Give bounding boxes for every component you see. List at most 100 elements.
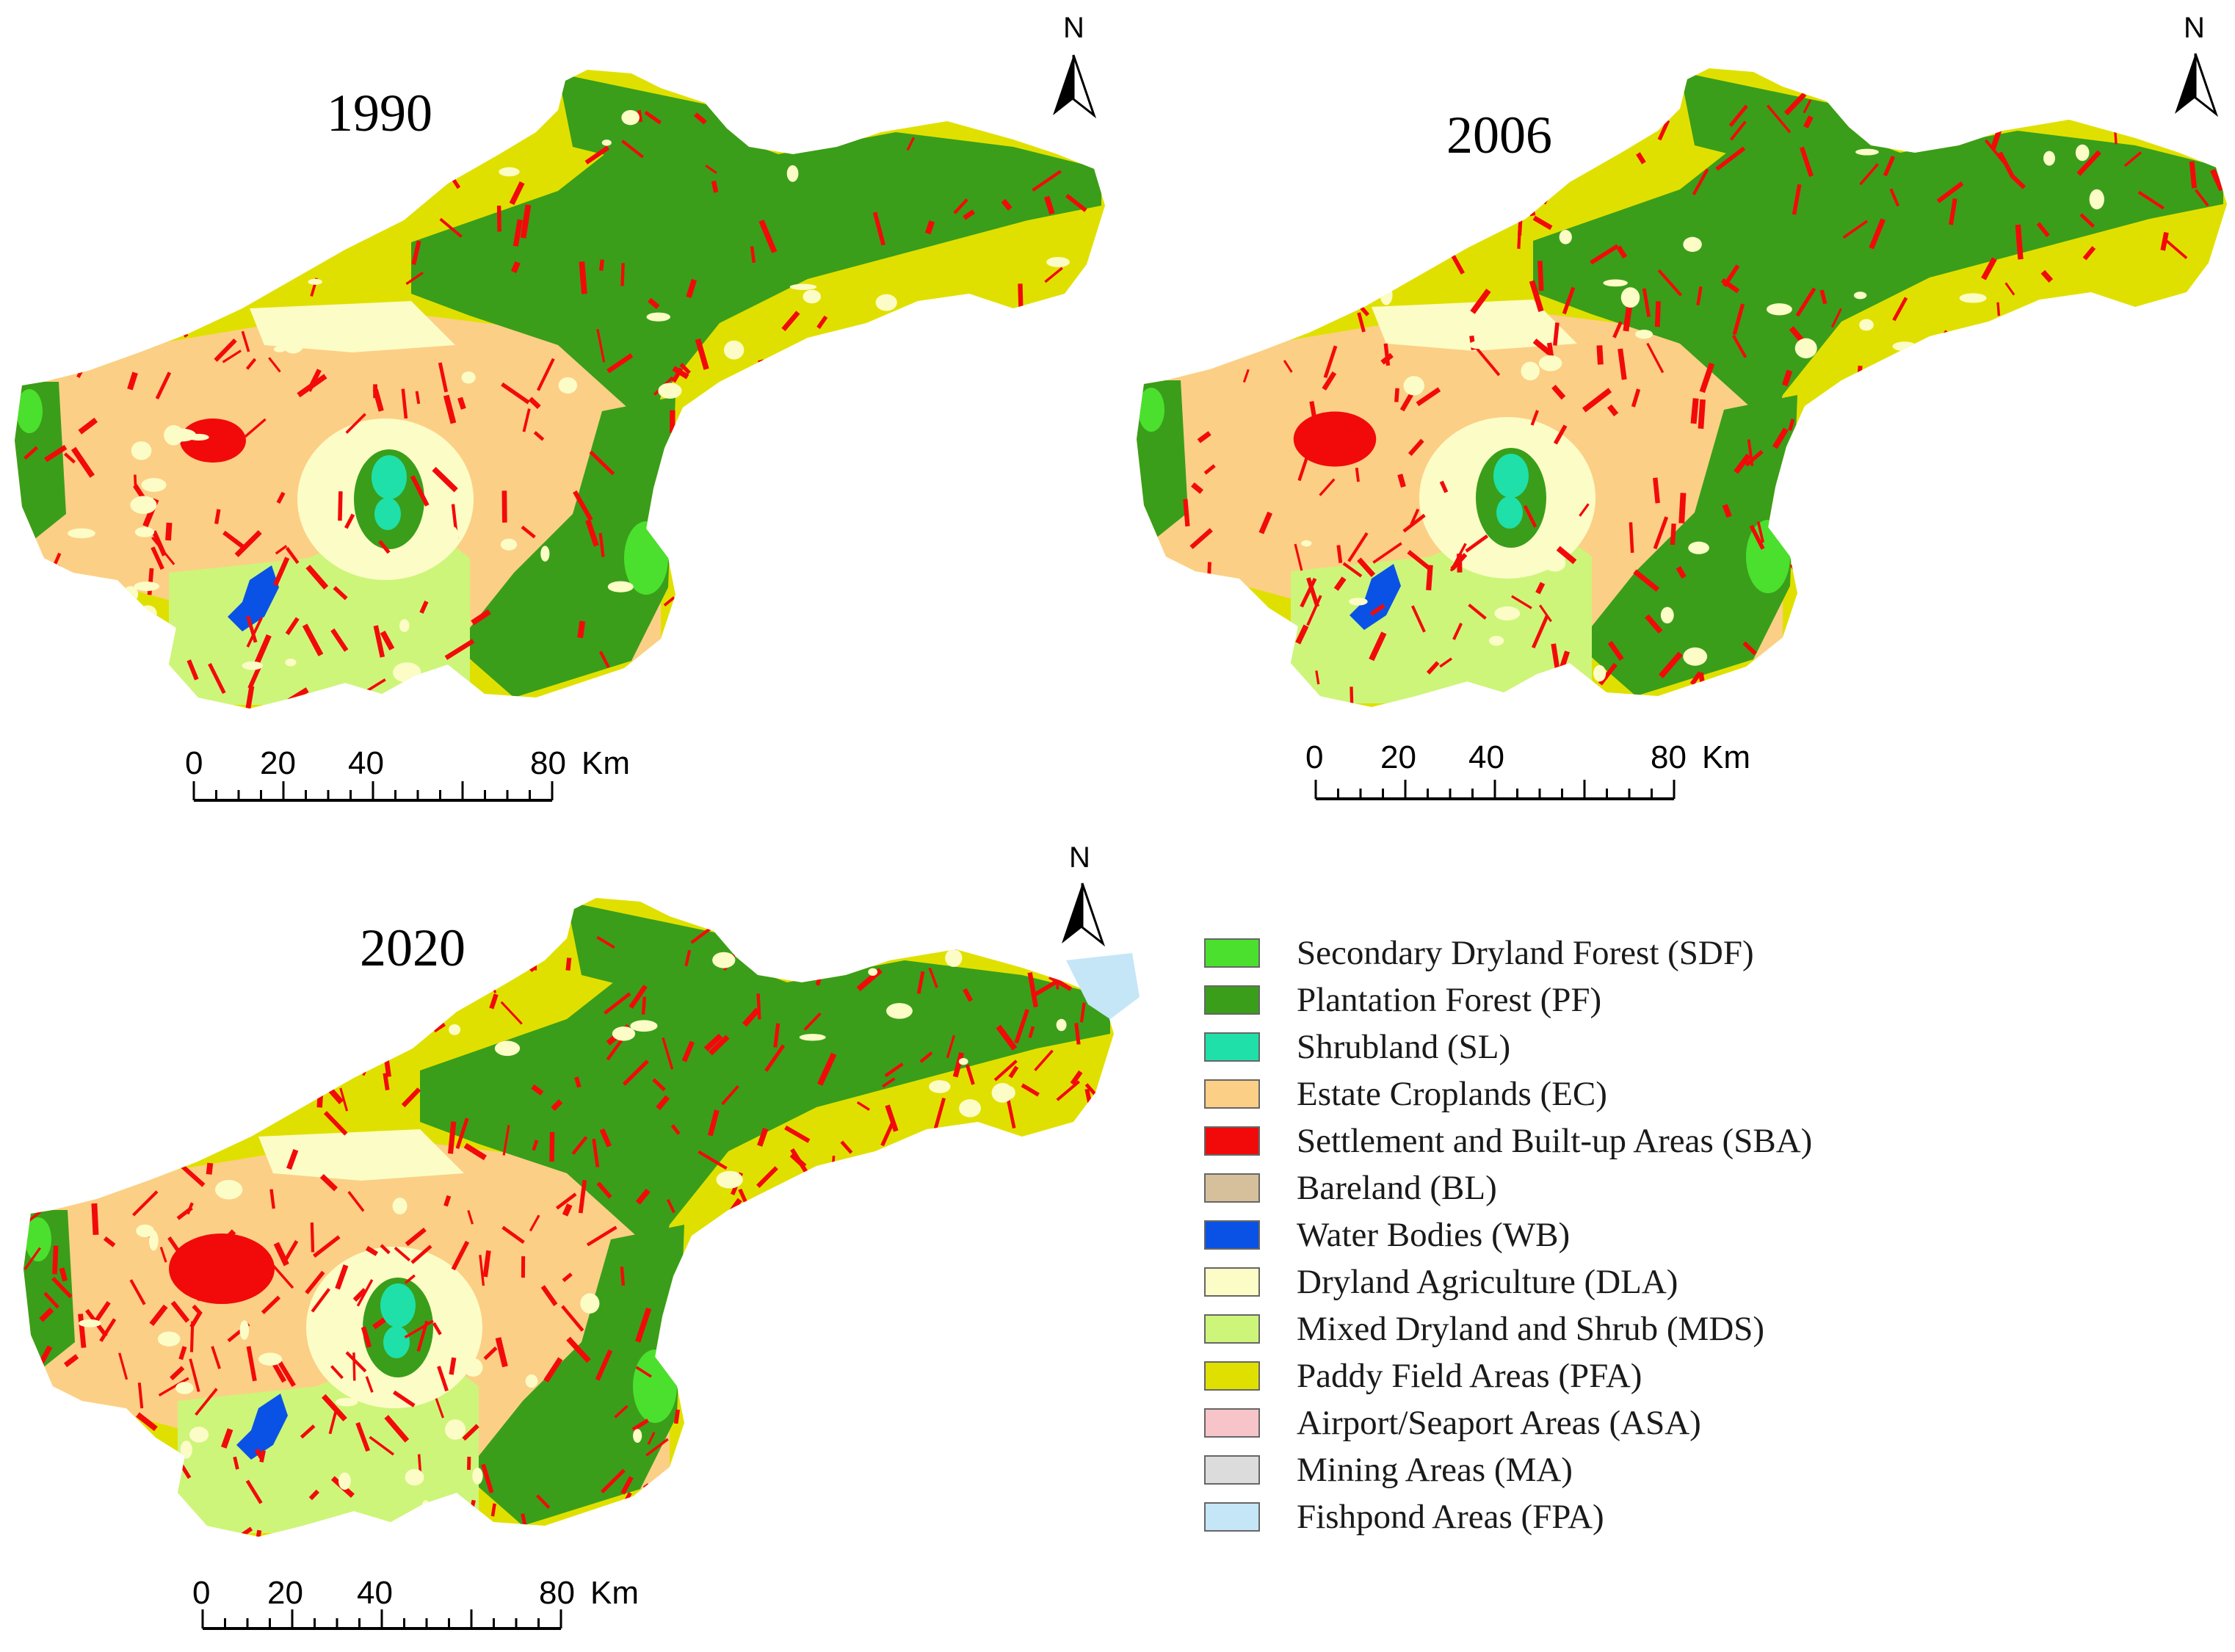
settlement-patch (2195, 189, 2209, 207)
settlement-patch (2169, 511, 2180, 531)
dryland-patch (1872, 526, 1884, 538)
settlement-patch (74, 1490, 88, 1524)
settlement-patch (520, 204, 532, 239)
settlement-patch (2143, 576, 2163, 605)
settlement-patch (1235, 207, 1247, 238)
settlement-patch (1008, 1065, 1019, 1079)
settlement-patch (742, 1007, 761, 1027)
settlement-patch (1612, 321, 1623, 338)
settlement-patch (372, 1317, 386, 1330)
settlement-patch (1892, 297, 1908, 322)
settlement-patch (129, 1279, 146, 1305)
settlement-patch (276, 491, 286, 504)
settlement-patch (457, 396, 466, 410)
scale-unit-label: Km (582, 745, 630, 781)
settlement-patch (2040, 678, 2055, 690)
settlement-patch (380, 630, 395, 651)
settlement-patch (586, 1225, 617, 1247)
legend-label: Shrubland (SL) (1297, 1028, 1511, 1066)
settlement-patch (23, 1247, 41, 1270)
settlement-patch (720, 1438, 733, 1462)
settlement-patch (244, 686, 255, 709)
settlement-patch (932, 1137, 952, 1153)
settlement-patch (1535, 582, 1546, 595)
legend-label: Bareland (BL) (1297, 1169, 1497, 1207)
settlement-patch (94, 608, 114, 623)
settlement-patch (2040, 269, 2054, 283)
settlement-patch (167, 1236, 189, 1264)
settlement-patch (101, 217, 116, 233)
settlement-patch (70, 1007, 79, 1030)
legend-item-bl: Bareland (BL) (1204, 1167, 1497, 1209)
settlement-patch (2163, 237, 2188, 259)
dryland-patch (612, 1026, 636, 1041)
settlement-patch (202, 148, 207, 170)
settlement-patch (443, 1195, 452, 1207)
settlement-patch (1232, 148, 1242, 170)
settlement-patch (533, 431, 545, 441)
settlement-patch (827, 410, 852, 437)
settlement-patch (2158, 660, 2165, 686)
settlement-patch (574, 1076, 582, 1088)
settlement-patch (44, 444, 68, 463)
settlement-patch (606, 353, 634, 374)
settlement-patch (1654, 301, 1662, 327)
settlement-patch (906, 137, 916, 151)
dryland-agriculture (1372, 300, 1577, 351)
settlement-patch (620, 1476, 634, 1495)
settlement-patch (859, 1176, 866, 1195)
settlement-patch (1777, 657, 1797, 680)
dryland-patch (285, 658, 297, 667)
settlement-patch (1786, 633, 1792, 648)
north-arrow-left-half (1062, 883, 1082, 943)
settlement-patch (952, 917, 983, 942)
settlement-patch (758, 359, 771, 391)
settlement-patch (1034, 1049, 1054, 1071)
settlement-patch (604, 1516, 624, 1537)
settlement-patch (500, 1001, 523, 1025)
dryland-patch (399, 619, 410, 632)
dryland-patch (1380, 284, 1393, 305)
north-arrow-right-half (2194, 53, 2219, 117)
settlement-patch (914, 1319, 933, 1335)
settlement-patch (495, 113, 505, 136)
settlement-patch (1073, 1408, 1087, 1429)
settlement-patch (496, 206, 501, 232)
settlement-patch (867, 1472, 875, 1491)
settlement-patch (1372, 542, 1402, 564)
settlement-patch (991, 1421, 1005, 1435)
settlement-patch (1778, 685, 1789, 699)
settlement-patch (910, 1200, 927, 1225)
settlement-patch (117, 1480, 126, 1492)
dryland-patch (1046, 120, 1075, 133)
dryland-patch (2018, 335, 2038, 344)
settlement-patch (115, 922, 121, 940)
settlement-patch (635, 1188, 651, 1205)
settlement-patch (501, 490, 507, 523)
dryland-patch (421, 1500, 431, 1518)
settlement-patch (1958, 435, 1977, 451)
dryland-patch (938, 654, 965, 670)
settlement-patch (809, 497, 819, 516)
settlement-patch (955, 1357, 966, 1368)
settlement-patch (158, 1377, 189, 1396)
dryland-patch (157, 1331, 181, 1347)
settlement-patch (322, 150, 335, 169)
settlement-patch (1582, 388, 1612, 413)
settlement-patch (2156, 477, 2175, 490)
settlement-patch (189, 1310, 203, 1328)
settlement-patch (1523, 504, 1537, 528)
settlement-patch (805, 689, 820, 703)
land-cover-raster (23, 898, 1114, 1537)
dryland-patch (148, 1230, 159, 1251)
settlement-patch (900, 518, 915, 546)
dryland-patch (1998, 355, 2024, 369)
settlement-patch (2162, 124, 2179, 141)
settlement-patch (562, 1272, 573, 1283)
settlement-patch (881, 1162, 894, 1173)
dryland-patch (984, 1221, 1007, 1236)
legend-swatch (1204, 1361, 1260, 1391)
settlement-patch (1063, 600, 1085, 623)
settlement-patch (966, 511, 975, 526)
legend-item-fpa: Fishpond Areas (FPA) (1204, 1496, 1604, 1537)
